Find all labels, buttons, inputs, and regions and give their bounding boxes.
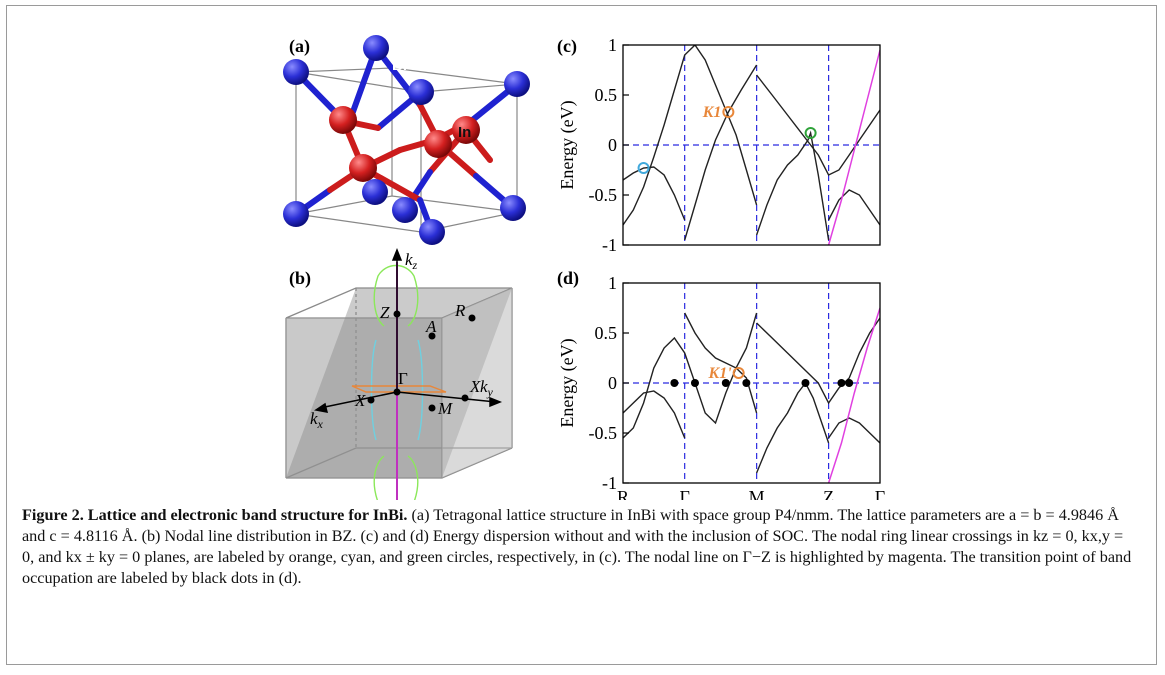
y-tick-label: -0.5 <box>589 185 618 205</box>
occupation-point <box>721 379 730 387</box>
occupation-point <box>690 379 699 387</box>
bi-atom-label: Bi <box>392 57 407 74</box>
in-atoms <box>329 106 480 182</box>
x-point-label-front: X <box>354 391 366 410</box>
occupation-point <box>742 379 751 387</box>
y-tick-label: 1 <box>608 35 617 55</box>
y-tick-label: -0.5 <box>589 423 618 443</box>
panel-c-label: (c) <box>557 36 577 57</box>
bi-atom <box>419 219 445 245</box>
figure-caption: Figure 2. Lattice and electronic band st… <box>22 505 1137 589</box>
x-tick-label: R <box>617 487 629 500</box>
crossing-marker-label: K1 <box>702 104 722 121</box>
band-line <box>756 317 880 405</box>
band-structure-chart-d: 1 0.5 0 -0.5 -1 Energy (eV) R Γ M Z Γ K1' <box>557 273 885 500</box>
kz-label: kz <box>405 250 418 272</box>
high-symmetry-points <box>367 310 476 412</box>
bz-plane-side <box>442 288 512 478</box>
in-atom <box>452 116 480 144</box>
ky-label: ky <box>480 377 494 399</box>
occupation-point <box>801 379 810 387</box>
band-line <box>684 64 758 241</box>
figure-graphics: (a) <box>283 35 885 500</box>
crossing-marker <box>732 367 745 379</box>
y-tick-label: 0.5 <box>595 323 618 343</box>
y-tick-label: 0 <box>608 373 617 393</box>
in-atom-label: In <box>458 124 471 141</box>
band-line <box>755 381 830 474</box>
bi-atom <box>500 195 526 221</box>
bi-atom <box>363 35 389 61</box>
figure-frame <box>6 5 1157 665</box>
bi-atom <box>392 197 418 223</box>
crossing-marker <box>637 162 650 174</box>
in-atom <box>349 154 377 182</box>
panel-b-label: (b) <box>289 268 311 289</box>
panel-a-lattice: (a) <box>283 35 530 245</box>
kx-label: kx <box>310 409 324 431</box>
band-line <box>827 189 880 226</box>
y-axis-label: Energy (eV) <box>557 100 578 189</box>
bi-atom <box>283 201 309 227</box>
panel-d-label: (d) <box>557 268 579 289</box>
x-point-label-side: X <box>469 377 481 396</box>
x-tick-label: Z <box>823 487 834 500</box>
nodal-line-series <box>827 307 880 483</box>
band-line <box>828 417 880 444</box>
a-point-label: A <box>425 317 437 336</box>
occupation-point <box>670 379 679 387</box>
band-line <box>623 166 686 221</box>
y-tick-label: 0.5 <box>595 85 618 105</box>
crossing-marker-label: K1' <box>708 365 733 382</box>
y-tick-label: 0 <box>608 135 617 155</box>
x-tick-label: Γ <box>679 487 689 500</box>
y-tick-label: 1 <box>608 273 617 293</box>
nodal-rings <box>351 264 447 500</box>
occupation-point <box>837 379 846 387</box>
chart-frame <box>622 44 881 246</box>
r-point-label: R <box>454 301 466 320</box>
crossing-marker <box>804 127 817 139</box>
y-tick-label: -1 <box>602 235 617 255</box>
panel-b-brillouin-zone: (b) <box>285 247 513 500</box>
bi-atom <box>408 79 434 105</box>
z-point-label: Z <box>380 303 390 322</box>
band-structure-chart-c: 1 0.5 0 -0.5 -1 Energy (eV) K1 <box>557 35 881 255</box>
bi-atoms <box>283 35 530 245</box>
band-line <box>623 45 758 226</box>
band-line <box>755 130 830 241</box>
panel-a-label: (a) <box>289 36 310 57</box>
nodal-line-series <box>827 49 880 245</box>
x-tick-label: M <box>749 487 765 500</box>
y-axis-label: Energy (eV) <box>557 338 578 427</box>
crossing-marker <box>722 106 735 118</box>
bz-plane-front <box>286 318 442 478</box>
caption-title: Figure 2. Lattice and electronic band st… <box>22 506 408 524</box>
bi-atom <box>283 59 309 85</box>
x-tick-label: Γ <box>875 487 885 500</box>
gamma-point-label: Γ <box>398 369 408 388</box>
m-point-label: M <box>437 399 453 418</box>
bi-atom <box>362 179 388 205</box>
band-line <box>623 336 758 439</box>
k-axes <box>314 247 503 413</box>
bi-atom <box>504 71 530 97</box>
caption-body: (a) Tetragonal lattice structure in InBi… <box>22 506 1132 587</box>
in-atom <box>424 130 452 158</box>
in-atom <box>329 106 357 134</box>
band-line <box>684 312 758 369</box>
band-line <box>756 74 880 176</box>
y-tick-label: -1 <box>602 473 617 493</box>
band-line <box>623 390 686 439</box>
occupation-point <box>845 379 854 387</box>
